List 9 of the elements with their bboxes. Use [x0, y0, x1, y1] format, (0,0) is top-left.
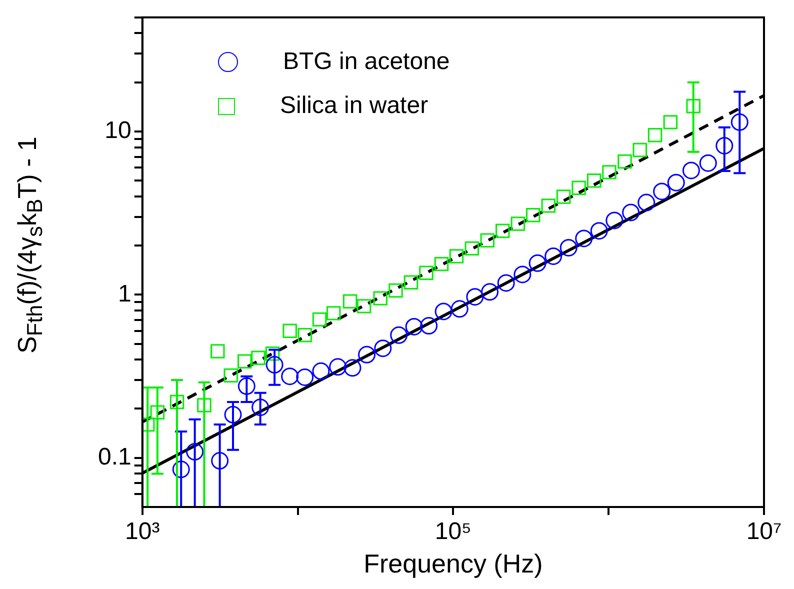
- legend-label: BTG in acetone: [283, 48, 450, 76]
- x-tick-label: 10⁷: [746, 518, 782, 546]
- x-axis-title: Frequency (Hz): [364, 548, 543, 579]
- y-tick-label: 10: [104, 117, 132, 144]
- legend-label: Silica in water: [280, 92, 428, 120]
- y-tick-label: 1: [118, 280, 132, 308]
- y-tick-label: 0.1: [98, 443, 132, 470]
- x-tick-label: 10³: [125, 518, 160, 546]
- x-tick-label: 10⁵: [434, 518, 472, 546]
